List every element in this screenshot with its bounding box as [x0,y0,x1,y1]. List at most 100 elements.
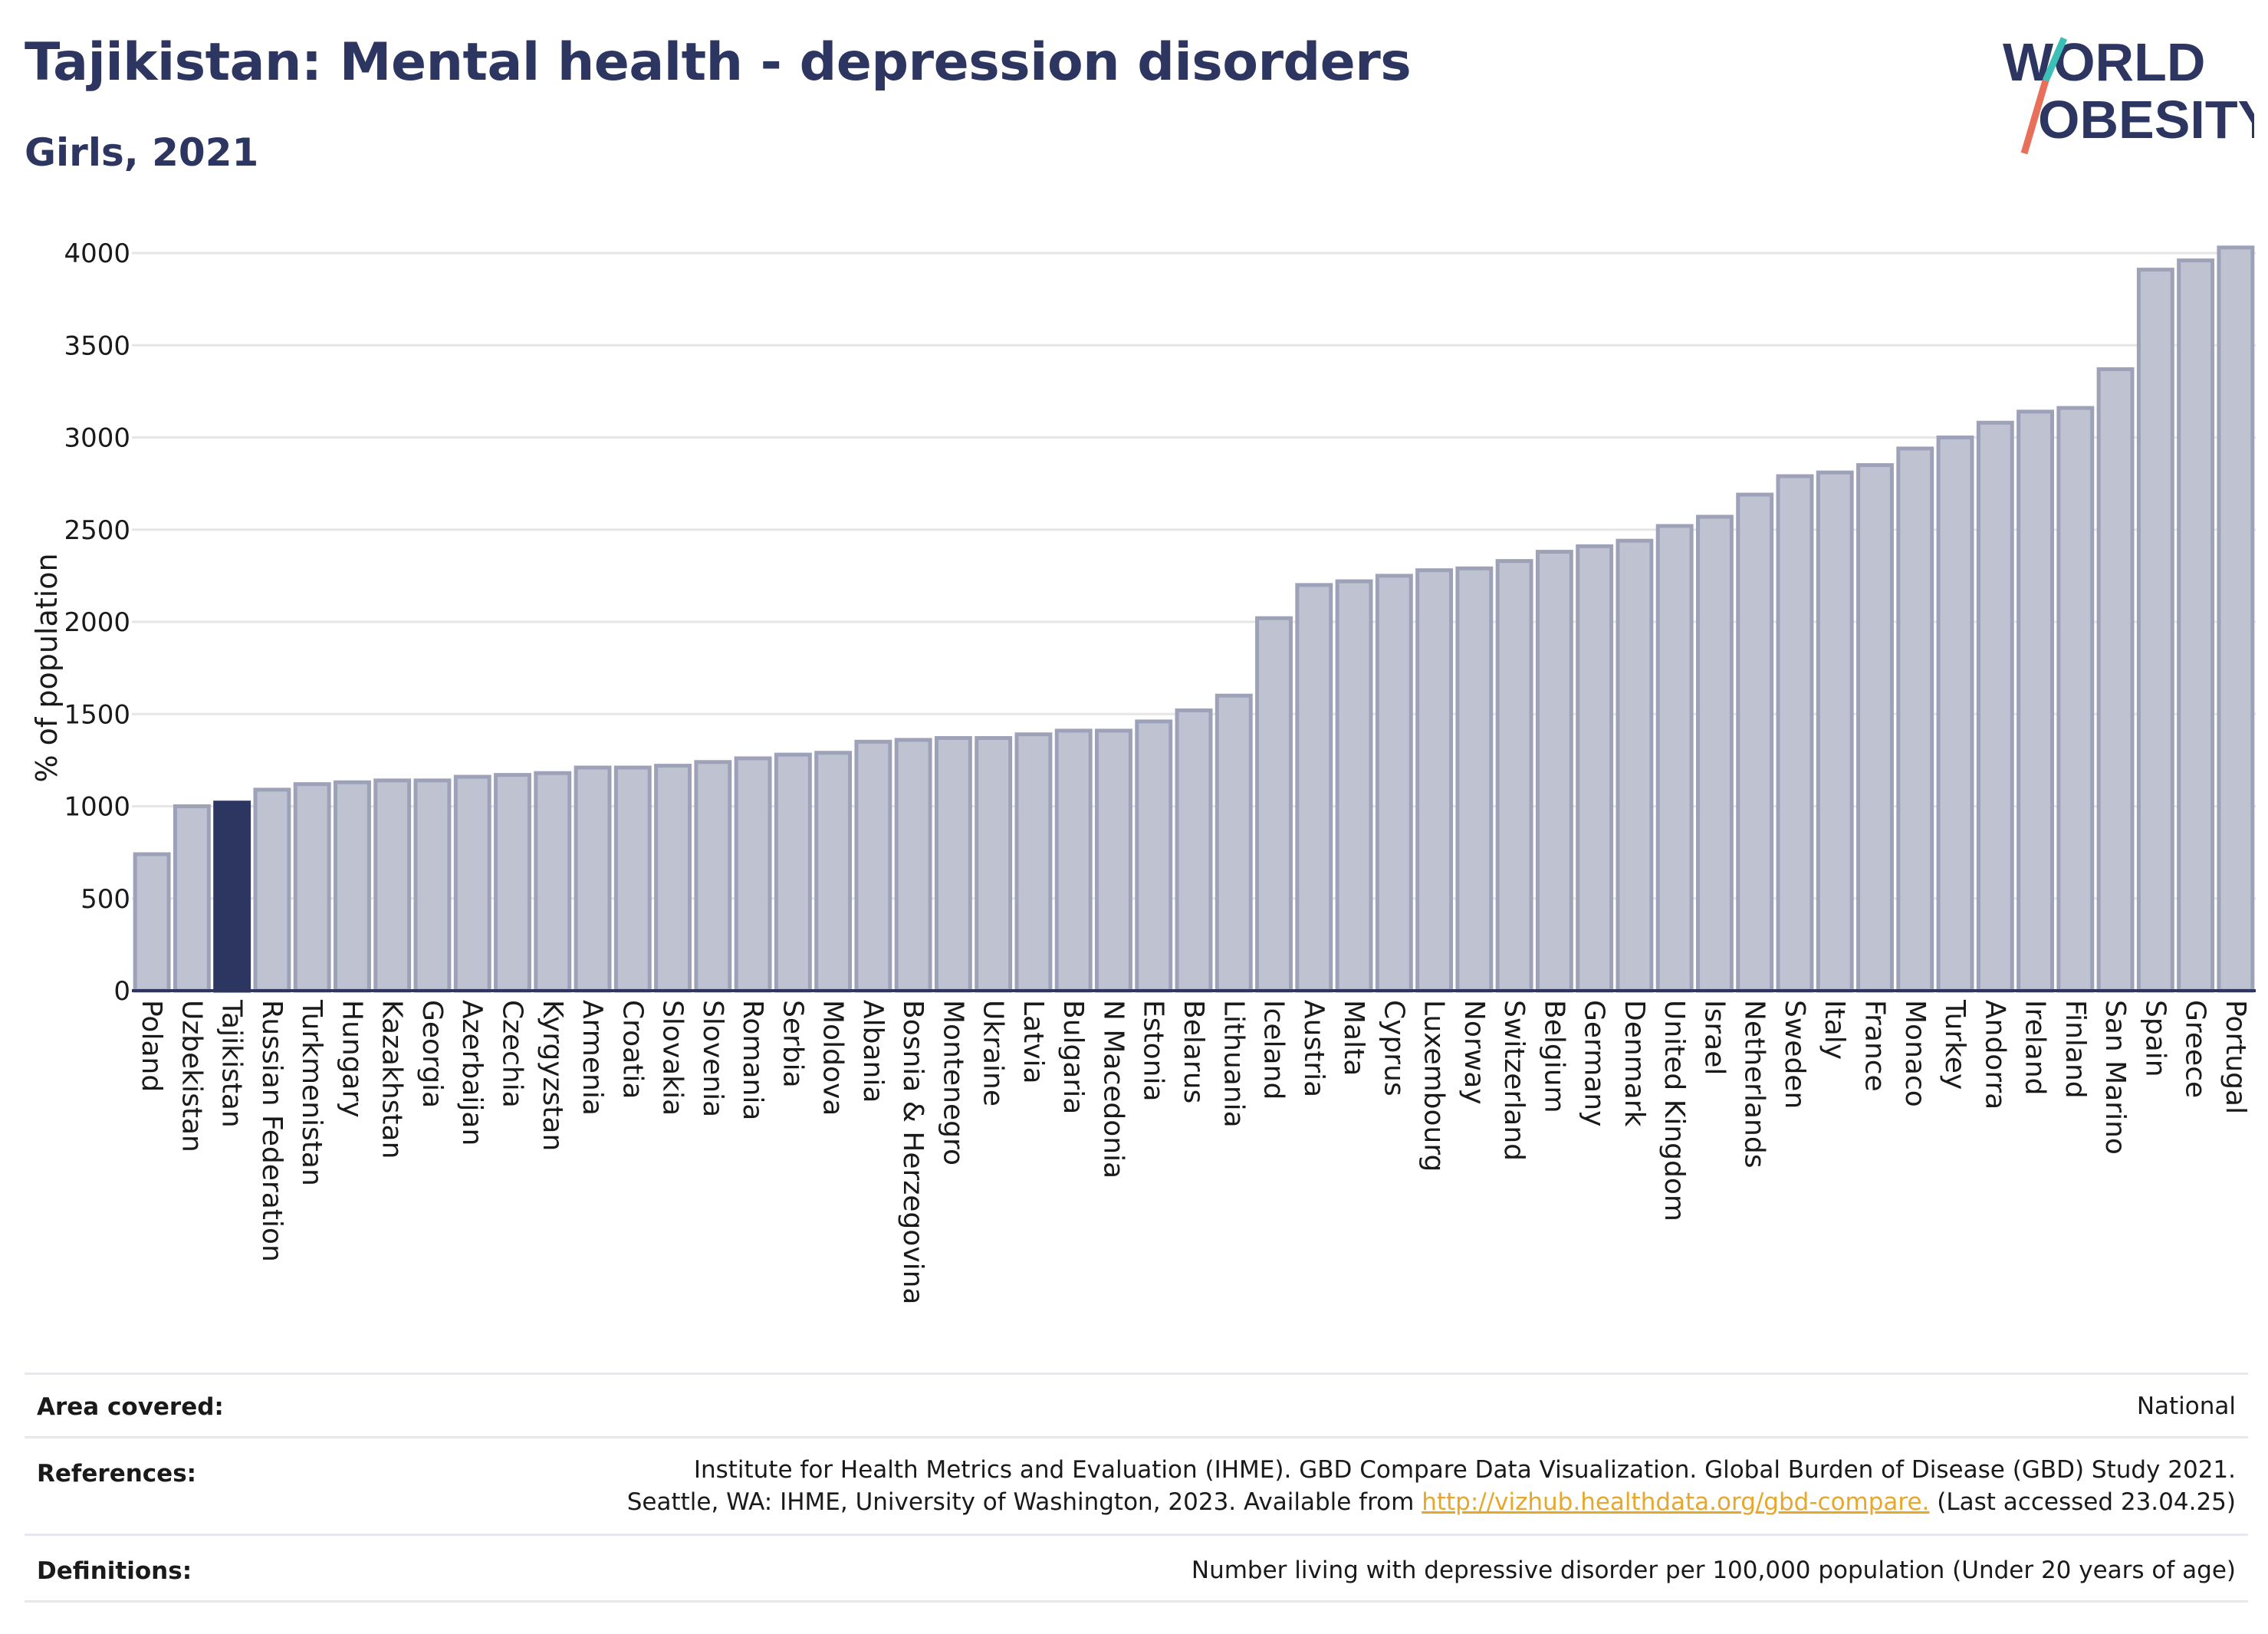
x-tick-label: Portugal [2220,1000,2251,1114]
bar [1616,538,1654,993]
bar [774,752,812,993]
x-tick-label: Turkmenistan [296,999,327,1186]
bar [1856,463,1894,993]
y-tick-label: 0 [113,976,130,1007]
x-tick-label: Ukraine [978,1000,1009,1106]
x-tick-label: Lithuania [1218,1000,1249,1128]
bar [1816,470,1854,993]
area-covered-value: National [2136,1392,2236,1420]
x-tick-label: Latvia [1017,1000,1049,1084]
x-tick-label: Greece [2180,1000,2211,1098]
x-tick-label: Ireland [2020,1000,2051,1096]
x-tick-label: Belgium [1538,1000,1570,1113]
references-line2: Seattle, WA: IHME, University of Washing… [627,1486,2236,1518]
bar [694,760,732,993]
area-covered-label: Area covered: [37,1393,224,1421]
references-label: References: [37,1460,197,1488]
bar [1936,436,1974,993]
bar [934,736,972,993]
x-tick-label: Croatia [616,1000,648,1099]
x-tick-label: Uzbekistan [176,1000,207,1152]
x-tick-label: N Macedonia [1097,1000,1129,1179]
bar [1455,566,1494,993]
y-tick-label: 1000 [64,792,130,823]
x-tick-label: Serbia [777,1000,808,1088]
x-tick-label: Montenegro [937,1000,968,1165]
x-tick-label: Monaco [1899,1000,1931,1107]
x-tick-label: San Marino [2099,1000,2131,1155]
bar [1255,616,1293,993]
bar [2177,258,2215,993]
bar [1896,446,1934,993]
x-tick-label: Sweden [1779,1000,1810,1109]
logo-line1: WORLD [2003,32,2205,92]
x-tick-label: Spain [2139,1000,2171,1077]
bar [1335,579,1373,993]
bar [2217,245,2255,993]
x-tick-label: Estonia [1138,1000,1169,1102]
x-tick-label: Poland [136,1000,167,1092]
x-tick-label: Czechia [497,1000,528,1108]
bar [1655,524,1694,993]
x-tick-label: Austria [1298,1000,1330,1097]
bar [293,782,331,993]
bar [854,739,892,993]
x-tick-label: France [1859,1000,1890,1092]
bar [1695,515,1734,993]
bar [253,787,291,993]
bar [2056,406,2095,993]
x-tick-label: Finland [2059,1000,2091,1099]
bar [814,751,853,993]
bar [894,738,932,993]
y-axis-label: % of population [30,553,64,782]
x-tick-label: United Kingdom [1658,1000,1690,1221]
bar [1095,728,1132,993]
chart-title: Tajikistan: Mental health - depression d… [25,32,1412,93]
bar [133,852,171,993]
chart-footer: Area covered: National References: Insti… [25,1373,2248,1603]
x-tick-label: Albania [857,1000,889,1103]
references-value: Institute for Health Metrics and Evaluat… [627,1454,2236,1518]
bar [574,765,612,993]
bar [1976,420,2014,993]
references-row: References: Institute for Health Metrics… [25,1436,2248,1534]
x-tick-label: Slovakia [657,1000,689,1116]
bar [1495,559,1533,993]
x-tick-label: Bulgaria [1057,1000,1089,1114]
x-tick-label: Georgia [416,1000,448,1108]
x-tick-label: Iceland [1258,1000,1290,1100]
bar [1776,474,1814,993]
x-tick-label: Bosnia & Herzegovina [897,1000,929,1304]
x-tick-label: Armenia [577,1000,608,1116]
bar [975,736,1013,993]
x-tick-label: Kyrgyzstan [537,1000,568,1151]
bar [173,804,211,993]
bar [373,778,412,993]
bar [213,801,251,993]
bar [613,765,652,993]
bar [1576,544,1614,993]
chart-subtitle: Girls, 2021 [25,130,259,175]
definitions-label: Definitions: [37,1557,192,1585]
logo-slash-coral [2020,79,2049,155]
bar [2096,367,2135,993]
x-tick-label: Russian Federation [256,1000,288,1262]
bar [334,780,371,993]
x-tick-label: Slovenia [697,1000,728,1117]
x-tick-label: Malta [1338,1000,1369,1076]
bar [453,774,491,993]
y-tick-label: 2500 [64,515,130,546]
bar [734,756,772,993]
x-tick-label: Tajikistan [216,999,248,1128]
x-tick-label: Kazakhstan [376,1000,408,1159]
bar [494,773,531,993]
definitions-row: Definitions: Number living with depressi… [25,1534,2248,1603]
x-tick-label: Belarus [1178,1000,1209,1103]
references-link[interactable]: http://vizhub.healthdata.org/gbd-compare… [1422,1488,1930,1516]
y-tick-label: 2000 [64,607,130,638]
bar [2017,409,2054,993]
x-tick-label: Israel [1698,1000,1730,1075]
x-tick-label: Andorra [1979,1000,2010,1110]
x-tick-label: Azerbaijan [456,1000,488,1146]
y-tick-label: 3500 [64,330,130,361]
